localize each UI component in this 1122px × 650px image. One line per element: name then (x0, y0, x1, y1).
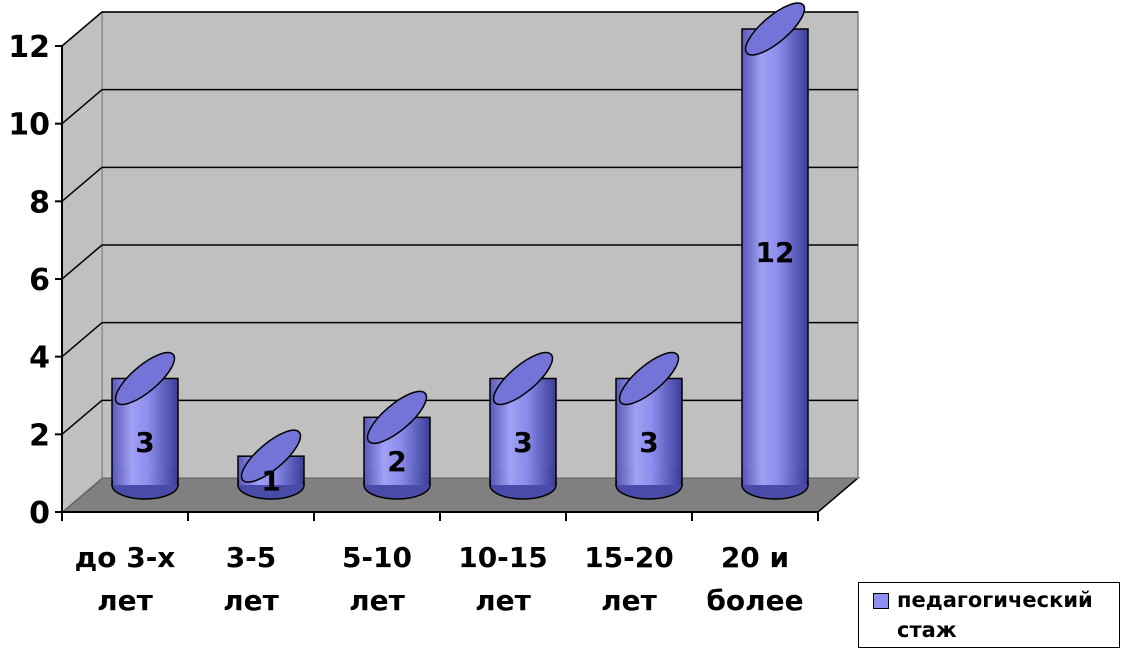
gridline-side (61, 244, 103, 280)
gridline-side (61, 399, 103, 435)
data-label: 3 (135, 426, 154, 459)
bar-top (618, 351, 680, 406)
x-tick-label: 10-15 лет (458, 541, 548, 617)
bar-top (492, 351, 554, 406)
bar-top (240, 429, 302, 483)
gridline-side (61, 89, 103, 125)
y-tick-label: 12 (8, 30, 50, 65)
y-tick-label: 4 (29, 341, 50, 376)
bar (237, 429, 305, 500)
bar (741, 2, 809, 500)
y-tick-label: 8 (29, 185, 50, 220)
x-tick-label: 15-20 лет (584, 541, 674, 617)
data-label: 3 (513, 426, 532, 459)
x-tick-label: 3-5 лет (223, 541, 279, 617)
x-axis-ticks: до 3-х лет 3-5 лет 5-10 лет 10-15 лет 15-20 лет 20… (61, 512, 819, 617)
bar (363, 390, 431, 500)
bar-top (366, 390, 428, 445)
bar (111, 351, 179, 500)
chart-floor (59, 477, 861, 513)
gridline-side (61, 322, 103, 358)
y-tick-label: 10 (8, 108, 50, 143)
legend-label: педагогический стаж (897, 588, 1093, 642)
gridlines (61, 11, 858, 435)
bar-top (114, 351, 176, 406)
x-tick-label: 5-10 лет (342, 541, 412, 617)
legend-swatch (873, 593, 889, 609)
y-axis-ticks: 0 2 4 6 8 10 12 (8, 30, 62, 531)
data-label: 12 (756, 236, 795, 269)
data-label: 3 (639, 426, 658, 459)
data-label: 2 (387, 445, 406, 478)
y-tick-label: 2 (29, 418, 50, 453)
gridline-side (61, 11, 103, 47)
legend: педагогический стаж (858, 582, 1120, 648)
bars (111, 2, 809, 500)
bar-top (744, 2, 806, 56)
y-tick-label: 0 (29, 496, 50, 531)
data-label: 1 (261, 465, 280, 498)
x-tick-label: до 3-х лет (75, 541, 176, 617)
y-tick-label: 6 (29, 263, 50, 298)
bar (615, 351, 683, 500)
gridline-side (61, 166, 103, 202)
bar (489, 351, 557, 500)
x-tick-label: 20 и более (706, 541, 803, 617)
